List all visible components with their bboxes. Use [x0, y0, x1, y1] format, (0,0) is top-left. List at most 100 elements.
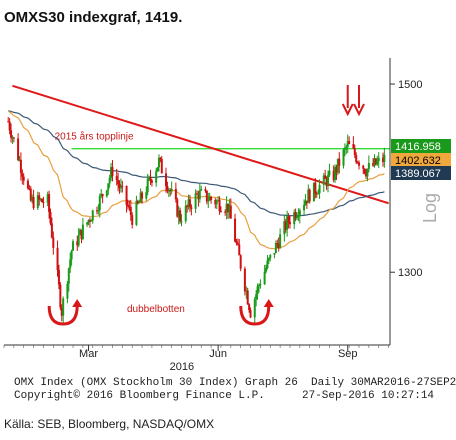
candle-body [273, 253, 276, 255]
candle-body [217, 200, 220, 202]
candle [141, 191, 144, 204]
candle-body [383, 154, 386, 163]
candle-body [356, 162, 359, 164]
candle [180, 214, 183, 227]
candle [365, 168, 368, 180]
candle-body [297, 215, 300, 217]
candle-body [225, 203, 228, 213]
candle-body [110, 167, 113, 178]
candle [266, 255, 269, 270]
candle [294, 208, 297, 222]
candle-body [87, 219, 90, 223]
candle-body [277, 243, 280, 249]
candle-body [308, 189, 311, 202]
candle [334, 164, 337, 183]
candle-body [80, 229, 83, 239]
candle [335, 164, 338, 181]
candle-body [284, 221, 287, 230]
candle-body [269, 254, 272, 259]
candle [111, 160, 114, 182]
candle [277, 237, 280, 252]
candle-body [226, 203, 229, 213]
candle [245, 286, 248, 299]
candle-body [77, 234, 80, 246]
candle [377, 152, 380, 168]
candle [367, 155, 370, 173]
chart-headline: OMXS30 indexgraf, 1419. [4, 9, 183, 26]
candle [159, 157, 162, 163]
candle [315, 191, 318, 198]
candle-body [219, 211, 222, 213]
candle [121, 180, 124, 193]
candle [125, 185, 128, 213]
candle-body [7, 121, 10, 123]
candle-body [159, 157, 162, 160]
candle [8, 118, 11, 135]
candle [283, 214, 286, 242]
y-axis-label: Log [420, 193, 440, 223]
candle [57, 264, 60, 290]
candle [7, 116, 10, 123]
candle [91, 209, 94, 224]
candle-body [287, 216, 290, 223]
candle-body [265, 267, 268, 272]
candle [12, 136, 15, 143]
candle-body [128, 206, 131, 208]
candle [177, 205, 180, 225]
candle [79, 228, 82, 236]
candle-body [49, 212, 52, 224]
candle-body [317, 193, 320, 195]
candle [118, 180, 121, 194]
candle [246, 287, 249, 305]
candle-body [248, 304, 251, 311]
candle [328, 163, 331, 177]
x-tick-label: Sep [338, 348, 358, 360]
candle-body [362, 165, 365, 169]
candle [19, 152, 22, 181]
candle-body [266, 260, 269, 268]
candle [117, 172, 120, 192]
candle-body [38, 195, 41, 200]
level-line-label: 2015 års topplinje [55, 131, 134, 143]
candle [150, 179, 153, 187]
candle [174, 182, 177, 203]
candle [352, 136, 355, 150]
footer-copyright: Copyright© 2016 Bloomberg Finance L.P. [14, 390, 265, 402]
candle [76, 235, 79, 251]
candle [307, 184, 310, 204]
footer-series-info: OMX Index (OMX Stockholm 30 Index) Graph… [14, 377, 456, 389]
candle [358, 160, 361, 170]
candle-body [246, 290, 249, 305]
candle [297, 208, 300, 222]
candle [263, 264, 266, 286]
candle-body [334, 167, 337, 180]
candle [86, 222, 89, 227]
candle [28, 184, 31, 191]
candle-body [88, 219, 91, 222]
candle-body [276, 243, 279, 245]
candle [42, 196, 45, 208]
candle [228, 198, 231, 219]
candle-body [121, 185, 124, 187]
candle [139, 188, 142, 203]
candle-body [50, 223, 53, 238]
candle-body [39, 198, 42, 200]
candle [36, 191, 39, 210]
candle-body [348, 141, 351, 145]
candle-body [288, 222, 291, 225]
candle [207, 192, 210, 208]
candle-body [303, 204, 306, 211]
candle-body [249, 310, 252, 318]
price-tag-label: 1389.067 [395, 168, 441, 180]
candle [187, 194, 190, 210]
candle [146, 173, 149, 196]
candle [239, 254, 242, 272]
candle-body [318, 184, 321, 194]
candle [101, 193, 104, 204]
candle [56, 240, 59, 277]
candle-body [126, 204, 129, 207]
candle-body [322, 175, 325, 185]
candle-body [236, 243, 239, 245]
candle [131, 212, 134, 229]
candle [66, 280, 69, 304]
